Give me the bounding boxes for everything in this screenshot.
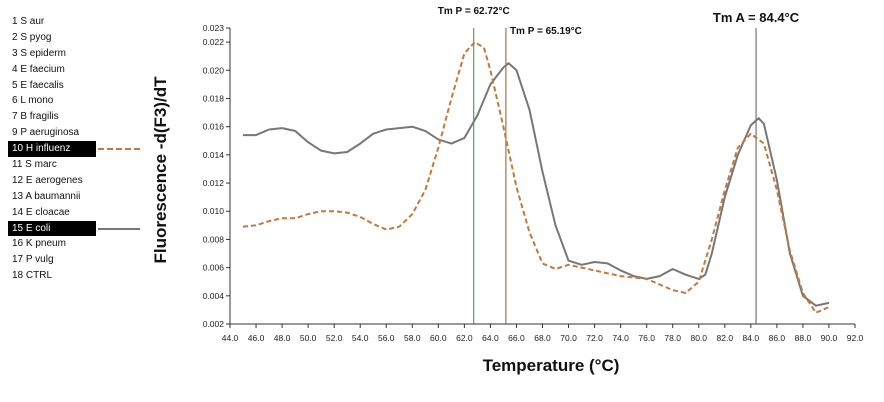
x-tick-label: 86.0 <box>769 333 786 343</box>
x-tick-label: 84.0 <box>743 333 760 343</box>
x-tick-label: 62.0 <box>456 333 473 343</box>
y-tick-label: 0.023 <box>203 23 225 33</box>
sample-item-label: 9 P aeruginosa <box>12 127 80 139</box>
x-tick-label: 58.0 <box>404 333 421 343</box>
sample-item-label: 15 E coli <box>8 220 96 237</box>
sample-item[interactable]: 9 P aeruginosa <box>8 125 140 141</box>
x-tick-label: 74.0 <box>612 333 629 343</box>
series-group <box>242 41 830 314</box>
sample-item[interactable]: 4 E faecium <box>8 62 140 78</box>
x-tick-label: 78.0 <box>664 333 681 343</box>
x-tick-label: 54.0 <box>352 333 369 343</box>
sample-item-label: 3 S epiderm <box>12 47 66 59</box>
sample-item[interactable]: 18 CTRL <box>8 268 140 284</box>
sample-item[interactable]: 5 E faecalis <box>8 78 140 94</box>
sample-item-label: 10 H influenz <box>8 141 96 158</box>
legend-line-swatch <box>98 148 140 151</box>
x-tick-label: 66.0 <box>508 333 525 343</box>
y-tick-label: 0.020 <box>203 65 225 75</box>
x-tick-label: 50.0 <box>300 333 317 343</box>
y-tick-label: 0.012 <box>203 178 225 188</box>
x-tick-label: 48.0 <box>274 333 291 343</box>
sample-item[interactable]: 2 S pyog <box>8 30 140 46</box>
x-tick-label: 52.0 <box>326 333 343 343</box>
x-tick-label: 80.0 <box>690 333 707 343</box>
y-tick-label: 0.008 <box>203 234 225 244</box>
y-tick-label: 0.002 <box>203 319 225 329</box>
tm-annotations: Tm P = 62.72°CTm P = 65.19°C Tm A = 84.4°… <box>438 6 800 324</box>
sample-item[interactable]: 16 K pneum <box>8 236 140 252</box>
series-line <box>242 41 830 314</box>
y-tick-label: 0.018 <box>203 93 225 103</box>
y-tick-label: 0.010 <box>203 206 225 216</box>
sample-item-label: 13 A baumannii <box>12 190 81 202</box>
sample-item-label: 16 K pneum <box>12 238 66 250</box>
tm-label: Tm P = 62.72°C <box>438 6 510 17</box>
x-tick-label: 70.0 <box>560 333 577 343</box>
sample-item-label: 14 E cloacae <box>12 206 70 218</box>
y-tick-label: 0.022 <box>203 37 225 47</box>
sample-item-label: 17 P vulg <box>12 254 54 266</box>
x-tick-label: 76.0 <box>638 333 655 343</box>
sample-item-label: 7 B fragilis <box>12 111 59 123</box>
sample-item[interactable]: 17 P vulg <box>8 252 140 268</box>
sample-item-label: 11 S marc <box>12 159 57 171</box>
x-tick-label: 92.0 <box>847 333 864 343</box>
y-tick-label: 0.004 <box>203 291 225 301</box>
sample-item[interactable]: 13 A baumannii <box>8 189 140 205</box>
sample-item-label: 4 E faecium <box>12 63 65 75</box>
sample-list: 1 S aur 2 S pyog 3 S epiderm 4 E faecium 5 E… <box>8 14 140 284</box>
sample-item[interactable]: 7 B fragilis <box>8 109 140 125</box>
x-tick-label: 72.0 <box>586 333 603 343</box>
series-line <box>243 62 830 307</box>
sample-item[interactable]: 1 S aur <box>8 14 140 30</box>
sample-item-label: 18 CTRL <box>12 270 53 282</box>
sample-item-label: 2 S pyog <box>12 31 52 43</box>
y-tick-label: 0.014 <box>203 150 225 160</box>
tm-label: Tm A = 84.4°C <box>713 10 800 25</box>
x-tick-label: 82.0 <box>717 333 734 343</box>
x-tick-label: 46.0 <box>248 333 265 343</box>
x-axis-label: Temperature (°C) <box>483 356 620 375</box>
sample-item[interactable]: 10 H influenz <box>8 141 140 158</box>
tm-label: Tm P = 65.19°C <box>510 26 582 37</box>
x-tick-label: 64.0 <box>482 333 499 343</box>
sample-item[interactable]: 6 L mono <box>8 93 140 109</box>
sample-item-label: 6 L mono <box>12 95 54 107</box>
x-tick-label: 56.0 <box>378 333 395 343</box>
sample-item-label: 5 E faecalis <box>12 79 64 91</box>
x-tick-label: 44.0 <box>222 333 239 343</box>
x-tick-label: 88.0 <box>795 333 812 343</box>
sample-item[interactable]: 12 E aerogenes <box>8 173 140 189</box>
x-tick-label: 60.0 <box>430 333 447 343</box>
sample-item[interactable]: 15 E coli <box>8 220 140 237</box>
y-axis-label: Fluorescence -d(F3)/dT <box>151 76 170 264</box>
axes: 44.0 46.0 48.0 50.0 52.0 54.0 56.0 58.0 60.0 62.0… <box>203 23 864 343</box>
x-tick-label: 90.0 <box>821 333 838 343</box>
x-tick-label: 68.0 <box>534 333 551 343</box>
sample-item[interactable]: 14 E cloacae <box>8 205 140 221</box>
legend-line-swatch <box>98 227 140 230</box>
sample-item-label: 12 E aerogenes <box>12 174 83 186</box>
sample-item-label: 1 S aur <box>12 16 45 27</box>
sample-item[interactable]: 11 S marc <box>8 157 140 173</box>
sample-item[interactable]: 3 S epiderm <box>8 46 140 62</box>
y-tick-label: 0.016 <box>203 122 225 132</box>
y-tick-label: 0.006 <box>203 263 225 273</box>
